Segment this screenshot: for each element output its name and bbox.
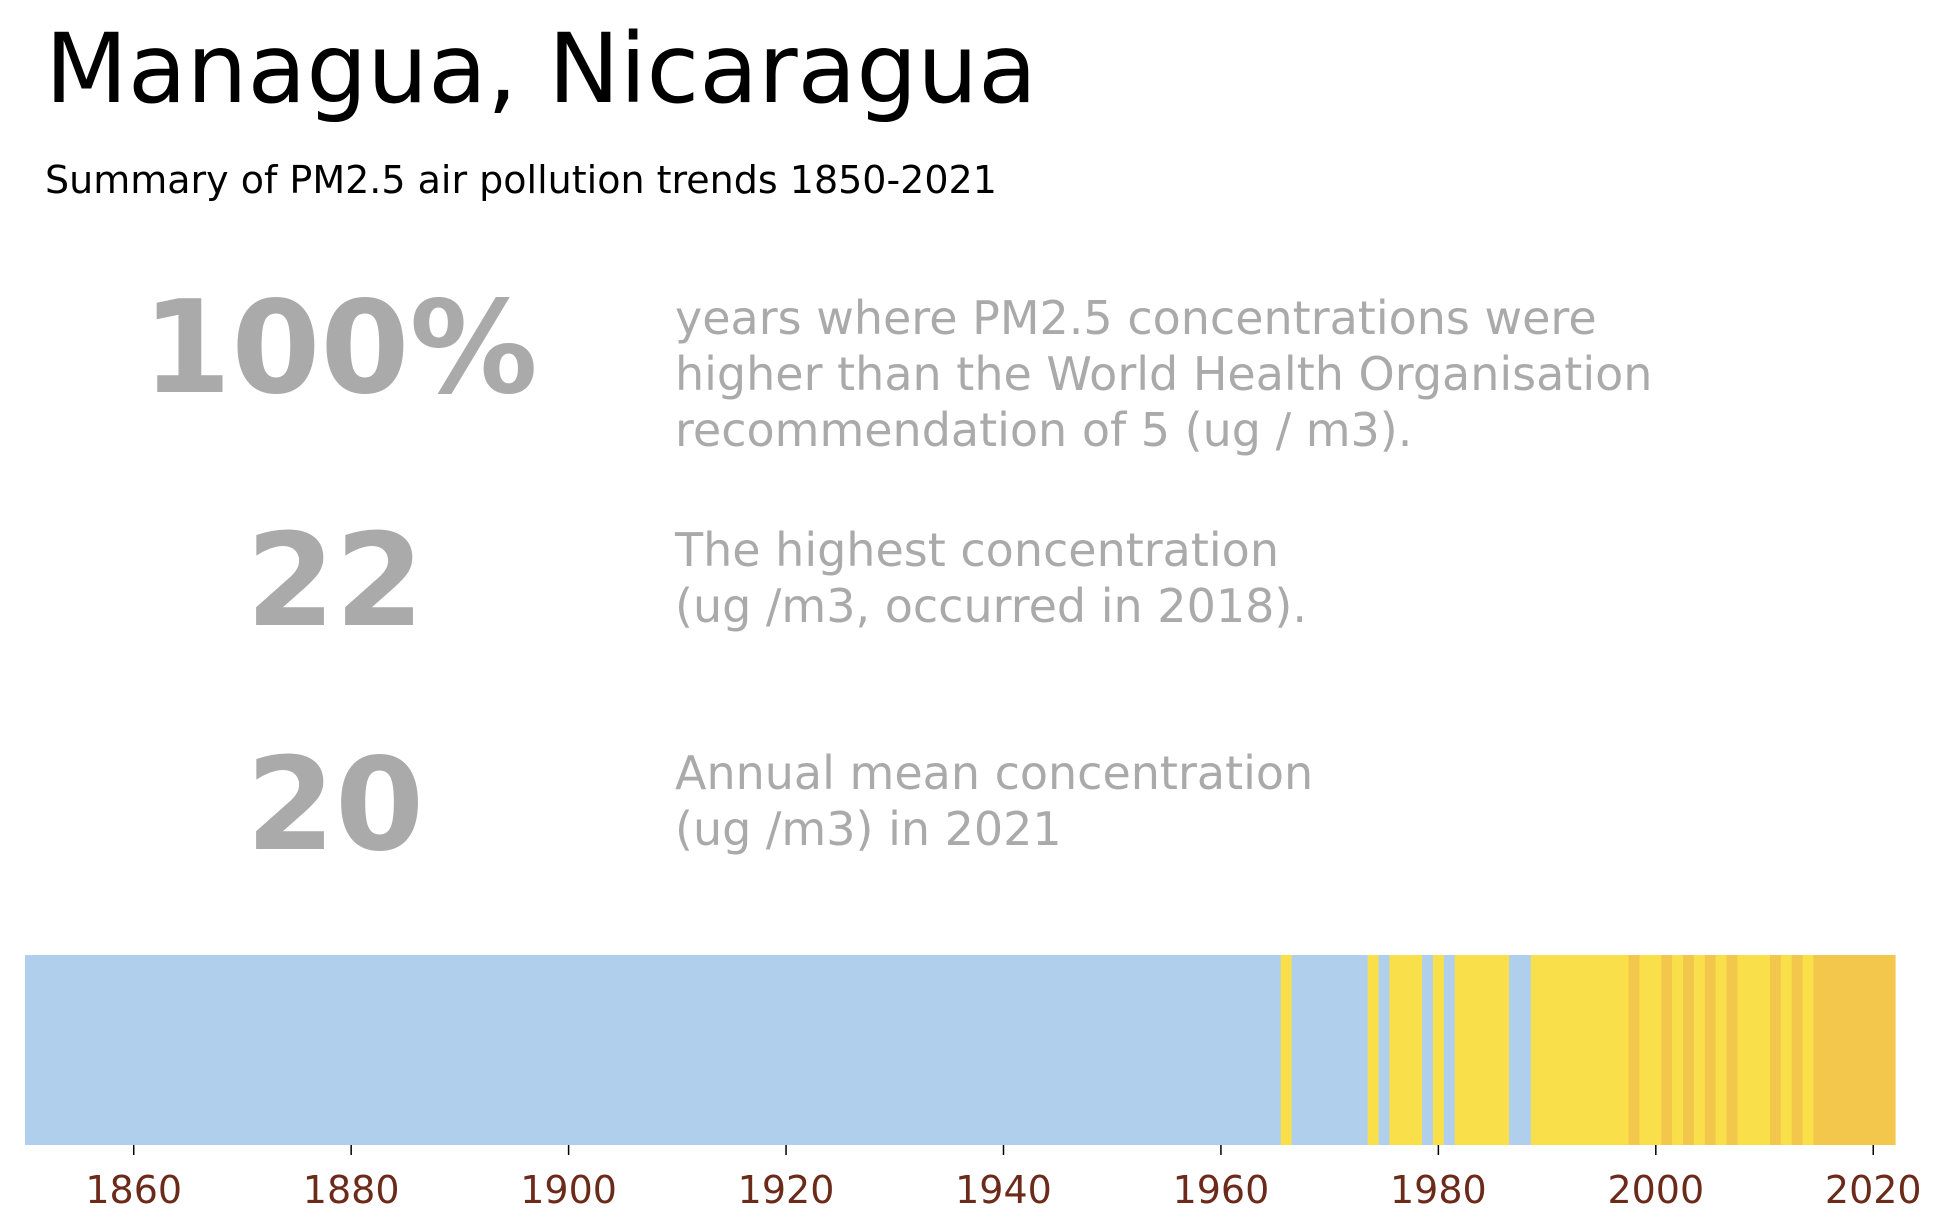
stat-desc-highest: The highest concentration (ug /m3, occur… [675,522,1875,634]
stat-desc-line: recommendation of 5 (ug / m3). [675,403,1413,457]
stat-desc-line: years where PM2.5 concentrations were [675,291,1597,345]
stripe-segment-low [1443,955,1456,1145]
x-tick-label: 2000 [1607,1168,1704,1212]
stripe-segment-low [1422,955,1434,1145]
x-axis: 1860 1880 1900 1920 1940 1960 1980 2000 2020 [85,1145,1922,1212]
stat-desc-line: Annual mean concentration [675,746,1314,800]
stat-desc-annual-mean: Annual mean concentration (ug /m3) in 20… [675,745,1875,857]
x-tick-label: 1900 [520,1168,617,1212]
stripe-segment-mid [1780,955,1793,1145]
stat-desc-line: higher than the World Health Organisatio… [675,347,1653,401]
x-tick-label: 2020 [1825,1168,1922,1212]
stat-desc-exceedance: years where PM2.5 concentrations were hi… [675,290,1875,458]
stat-desc-line: (ug /m3) in 2021 [675,802,1062,856]
stripe-segment-mid [1693,955,1706,1145]
stripe-segment-mid [1639,955,1662,1145]
stripe-segment-mid [1672,955,1684,1145]
stripe-segment-low [1509,955,1532,1145]
stripe-segment-high [1726,955,1738,1145]
x-tick-label: 1940 [955,1168,1052,1212]
page-title: Managua, Nicaragua [45,13,1037,125]
x-tick-label: 1960 [1173,1168,1270,1212]
x-tick-label: 1920 [738,1168,835,1212]
stripe-segment-mid [1454,955,1510,1145]
stripe-segment-high [1813,955,1896,1145]
stripe-segment-high [1704,955,1717,1145]
x-tick-label: 1880 [303,1168,400,1212]
stripe-segment-mid [1737,955,1771,1145]
stripe-segment-mid [1389,955,1423,1145]
stripe-segment-high [1628,955,1641,1145]
stripe-segment-low [1378,955,1391,1145]
stripe-segment-mid [1432,955,1445,1145]
stat-desc-line: (ug /m3, occurred in 2018). [675,579,1307,633]
page-subtitle: Summary of PM2.5 air pollution trends 18… [45,158,997,202]
stat-value-annual-mean: 20 [245,731,425,880]
stripe-segment-low [25,955,1282,1145]
stripe-segment-mid [1530,955,1630,1145]
stat-value-exceedance: 100% [142,274,538,423]
stripe-segment-high [1769,955,1782,1145]
stripe-segment-high [1791,955,1804,1145]
stripe-segments [25,955,1896,1145]
stripe-segment-mid [1280,955,1293,1145]
stripe-segment-low [1291,955,1369,1145]
stripe-segment-high [1661,955,1673,1145]
x-tick-label: 1980 [1390,1168,1487,1212]
stripe-segment-mid [1802,955,1815,1145]
stripe-segment-mid [1367,955,1380,1145]
stat-value-highest: 22 [245,507,425,656]
stat-desc-line: The highest concentration [675,523,1279,577]
stripe-segment-high [1682,955,1695,1145]
stripe-segment-mid [1715,955,1728,1145]
x-tick-label: 1860 [85,1168,182,1212]
